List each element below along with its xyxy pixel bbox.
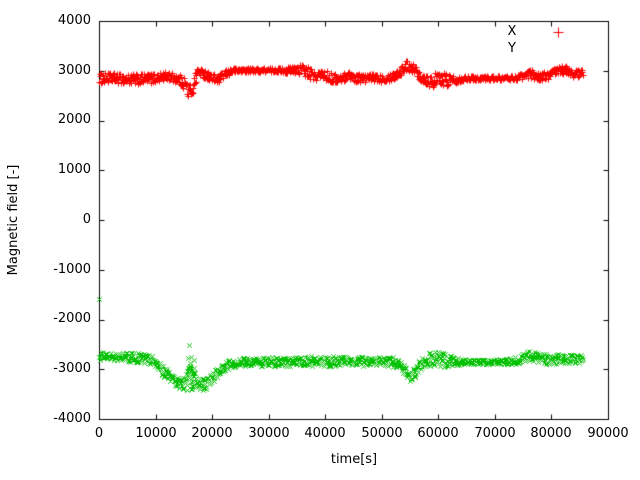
y-tick-label: 4000 xyxy=(57,13,91,28)
x-tick-label: 20000 xyxy=(191,426,233,441)
y-tick-label: -3000 xyxy=(53,361,91,376)
x-tick-label: 40000 xyxy=(304,426,346,441)
y-tick-label: -1000 xyxy=(53,262,91,277)
x-tick-label: 10000 xyxy=(135,426,177,441)
x-tick-label: 90000 xyxy=(587,426,629,441)
y-axis-title: Magnetic field [-] xyxy=(6,164,21,276)
x-tick-label: 0 xyxy=(94,426,104,441)
y-tick-label: 0 xyxy=(82,212,91,227)
y-tick-label: 3000 xyxy=(57,63,91,78)
y-tick-label: 1000 xyxy=(57,162,91,177)
y-tick-label: -2000 xyxy=(53,311,91,326)
legend-label-x: X xyxy=(507,24,517,39)
x-tick-label: 50000 xyxy=(361,426,403,441)
legend-label-y: Y xyxy=(508,41,516,56)
x-tick-label: 60000 xyxy=(417,426,459,441)
y-tick-label: -4000 xyxy=(53,411,91,426)
x-tick-label: 80000 xyxy=(530,426,572,441)
y-tick-label: 2000 xyxy=(57,112,91,127)
x-tick-label: 30000 xyxy=(248,426,290,441)
x-tick-label: 70000 xyxy=(474,426,516,441)
x-axis-title: time[s] xyxy=(330,452,378,467)
